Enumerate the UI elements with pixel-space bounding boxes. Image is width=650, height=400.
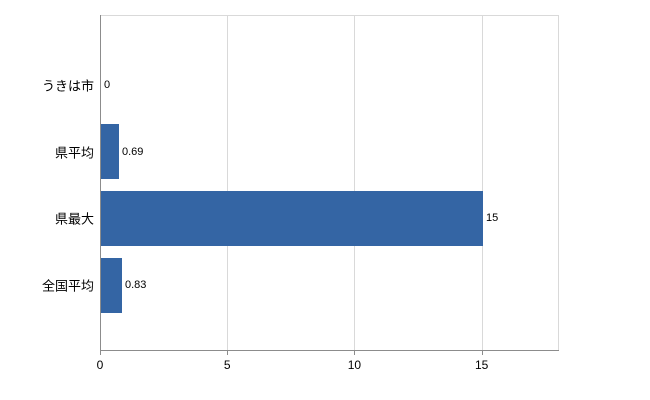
value-label-1: 0.69 — [122, 145, 144, 158]
x-axis-line — [100, 350, 559, 351]
x-tick-0 — [100, 350, 101, 355]
value-label-2: 15 — [486, 212, 499, 225]
x-tick-label-15: 15 — [474, 358, 489, 372]
gridline-x-10 — [354, 15, 356, 350]
gridline-x-15 — [481, 15, 483, 350]
category-label-1: 県平均 — [54, 145, 94, 161]
bar-3 — [101, 258, 122, 313]
plot-border-right — [558, 15, 559, 350]
x-tick-5 — [227, 350, 229, 355]
x-tick-label-5: 5 — [223, 358, 231, 372]
category-label-2: 県最大 — [54, 211, 94, 227]
bar-2 — [101, 191, 483, 246]
bar-1 — [101, 124, 119, 179]
y-axis-line — [100, 15, 101, 350]
category-label-3: 全国平均 — [41, 278, 94, 294]
value-label-3: 0.83 — [125, 279, 147, 292]
plot-border-top — [100, 15, 558, 16]
value-label-0: 0 — [104, 79, 111, 91]
x-tick-10 — [354, 350, 356, 355]
gridline-x-5 — [227, 15, 229, 350]
x-tick-label-0: 0 — [96, 358, 104, 372]
x-tick-15 — [481, 350, 483, 355]
x-tick-label-10: 10 — [347, 358, 362, 372]
category-label-0: うきは市 — [41, 78, 94, 94]
